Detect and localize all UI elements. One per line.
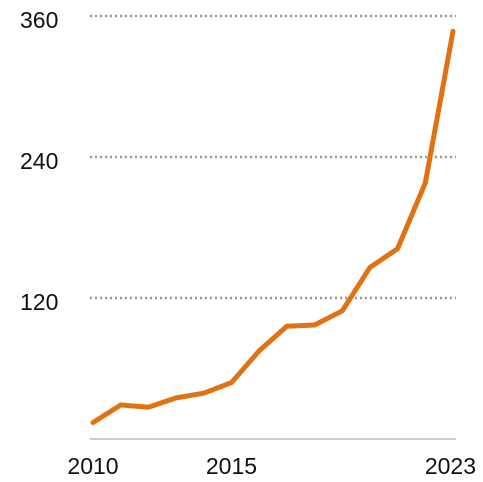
x-tick-label: 2015 <box>206 453 257 479</box>
line <box>90 28 456 426</box>
y-tick-label: 360 <box>20 7 58 33</box>
x-tick-label: 2023 <box>425 453 476 479</box>
x-tick-label: 2010 <box>67 453 118 479</box>
y-tick-label: 240 <box>20 148 58 174</box>
y-tick-label: 120 <box>20 289 58 315</box>
